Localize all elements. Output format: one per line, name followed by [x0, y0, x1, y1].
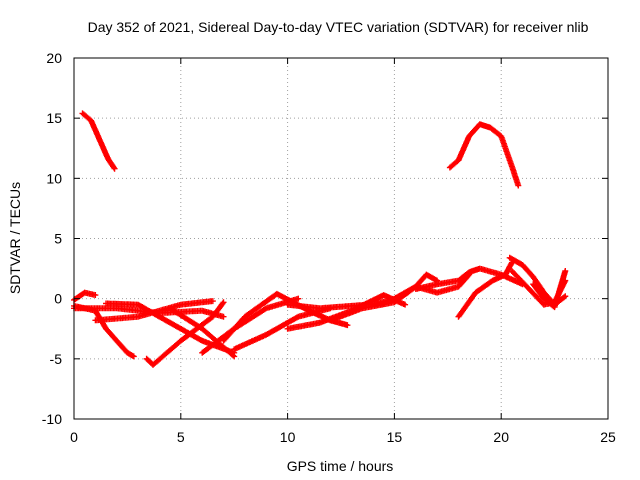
series-arc-high-early [79, 110, 118, 172]
y-axis-label: SDTVAR / TECUs [7, 182, 23, 294]
series-arc-15 [412, 265, 526, 292]
series-arc-7 [167, 305, 238, 360]
chart-title: Day 352 of 2021, Sidereal Day-to-day VTE… [88, 19, 589, 35]
data-marker [71, 302, 137, 360]
data-marker [370, 271, 473, 308]
series-arc-high-late [446, 121, 522, 189]
series-arc-2 [71, 302, 137, 360]
y-tick-label: 5 [54, 231, 62, 247]
series-arc-19 [530, 267, 569, 311]
y-tick-labels: -10 -5 0 5 10 15 20 [42, 50, 62, 427]
y-tick-label: 15 [46, 110, 62, 126]
x-tick-label: 15 [387, 429, 403, 445]
x-tick-labels: 0 5 10 15 20 25 [70, 429, 616, 445]
x-tick-label: 25 [600, 429, 616, 445]
series-arc-16 [455, 259, 515, 320]
x-tick-label: 0 [70, 429, 78, 445]
series-arc-14 [370, 271, 473, 308]
data-marker [412, 265, 526, 292]
data-marker [167, 305, 238, 360]
y-tick-label: 20 [46, 50, 62, 66]
series-arc-1 [71, 289, 99, 303]
data-marker [530, 267, 569, 311]
y-tick-label: 0 [54, 291, 62, 307]
x-tick-label: 10 [280, 429, 296, 445]
series-arc-10 [231, 305, 334, 353]
x-tick-label: 20 [493, 429, 509, 445]
x-axis-label: GPS time / hours [287, 458, 394, 474]
data-marker [71, 289, 99, 303]
axis-ticks [73, 57, 609, 420]
y-tick-label: -10 [42, 411, 62, 427]
x-tick-label: 5 [177, 429, 185, 445]
data-marker [455, 259, 515, 320]
y-tick-label: -5 [50, 351, 63, 367]
data-points [71, 110, 569, 368]
data-marker [79, 110, 118, 172]
data-marker [446, 121, 522, 189]
data-marker [231, 305, 334, 353]
y-tick-label: 10 [46, 170, 62, 186]
